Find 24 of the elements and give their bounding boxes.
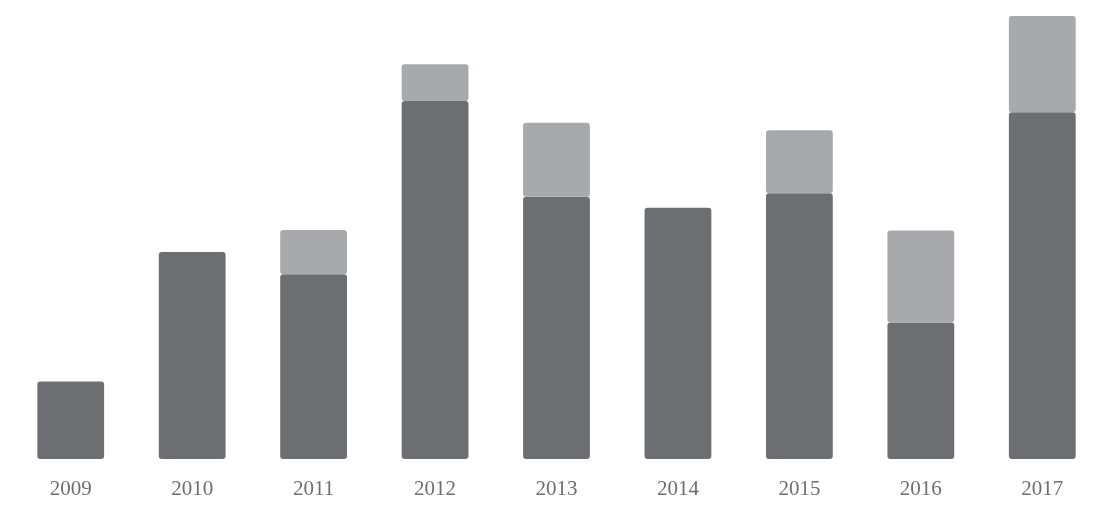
x-tick-label: 2013	[535, 475, 578, 500]
bar	[37, 381, 105, 459]
bar	[765, 130, 833, 194]
bar	[887, 230, 955, 323]
bar	[280, 229, 348, 275]
bar	[158, 252, 226, 459]
x-tick-label: 2012	[414, 475, 457, 500]
bar	[644, 207, 712, 459]
bar	[765, 193, 833, 459]
bar	[523, 122, 590, 197]
bar	[280, 274, 348, 459]
x-tick-label: 2016	[899, 475, 942, 500]
x-tick-label: 2009	[49, 475, 92, 500]
x-tick-label: 2011	[292, 475, 335, 500]
bar	[1008, 112, 1076, 459]
x-tick-label: 2010	[171, 475, 214, 500]
bar	[887, 322, 955, 459]
x-tick-label: 2014	[656, 475, 700, 500]
bar	[401, 64, 469, 102]
x-tick-label: 2015	[778, 475, 821, 500]
bar	[1008, 16, 1076, 113]
bar	[523, 196, 590, 459]
bar	[401, 101, 469, 459]
x-tick-label: 2017	[1021, 475, 1064, 500]
